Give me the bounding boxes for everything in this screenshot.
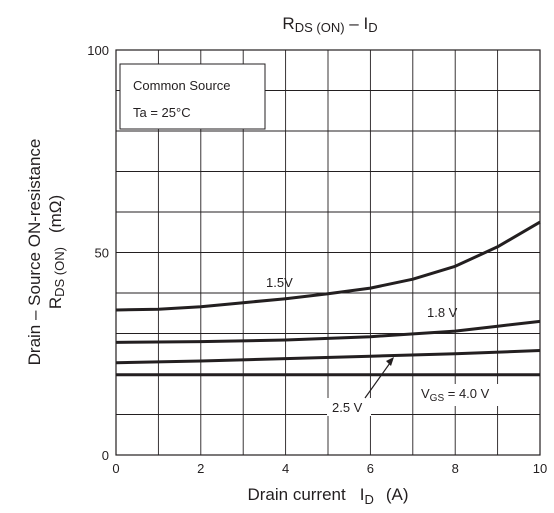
condition-temperature: Ta = 25°C — [133, 105, 191, 120]
series-group — [115, 220, 541, 377]
x-axis-label-text: Drain current — [247, 485, 346, 504]
x-axis-label-sub: D — [364, 492, 373, 507]
plot-frame — [115, 49, 541, 456]
chart-title: RDS (ON) – ID — [282, 14, 377, 35]
x-tick-label: 0 — [112, 461, 119, 476]
series-label-1.8v: 1.8 V — [427, 305, 458, 320]
y-tick-label: 50 — [95, 246, 109, 261]
x-tick-label: 2 — [197, 461, 204, 476]
label-2.5v-background — [327, 398, 371, 416]
condition-source: Common Source — [133, 78, 231, 93]
series-label-vgs-sub: GS — [430, 393, 445, 404]
y-axis-label-line2: RDS (ON) (mΩ) — [46, 195, 67, 309]
y-axis-label-line2-main: R — [46, 297, 65, 309]
x-axis-label-symbol: I — [360, 485, 365, 504]
chart-title-tail-sub: D — [368, 20, 377, 35]
x-tick-label: 4 — [282, 461, 289, 476]
series-label-vgs-rest: = 4.0 V — [444, 386, 489, 401]
label-vgs-background — [416, 384, 532, 406]
chart-title-tail: I — [363, 14, 368, 33]
pointer-arrow-line — [364, 362, 391, 399]
series-label-1.5v: 1.5V — [266, 275, 293, 290]
y-tick-label: 100 — [87, 43, 109, 58]
series-label-vgs: VGS = 4.0 V — [421, 386, 490, 404]
chart-title-main: R — [282, 14, 294, 33]
y-axis-label-line2-sub: DS (ON) — [52, 247, 67, 297]
chart-title-main-sub: DS (ON) — [295, 20, 345, 35]
series-label-2.5v: 2.5 V — [332, 400, 363, 415]
chart-title-dash: – — [345, 14, 364, 33]
y-tick-label: 0 — [102, 448, 109, 463]
conditions-box — [119, 63, 266, 130]
x-axis-label-unit: (A) — [386, 485, 409, 504]
y-axis-label-unit: (mΩ) — [46, 195, 65, 233]
series-line-1 — [115, 220, 541, 312]
x-tick-label: 6 — [367, 461, 374, 476]
pointer-arrow-head — [386, 357, 394, 366]
series-label-vgs-main: V — [421, 386, 430, 401]
x-tick-label: 8 — [452, 461, 459, 476]
series-line-2 — [115, 319, 541, 344]
x-tick-label: 10 — [533, 461, 547, 476]
series-line-3 — [115, 349, 541, 365]
x-axis-label: Drain current ID (A) — [247, 485, 408, 507]
y-axis-label-line1: Drain – Source ON-resistance — [25, 139, 44, 366]
